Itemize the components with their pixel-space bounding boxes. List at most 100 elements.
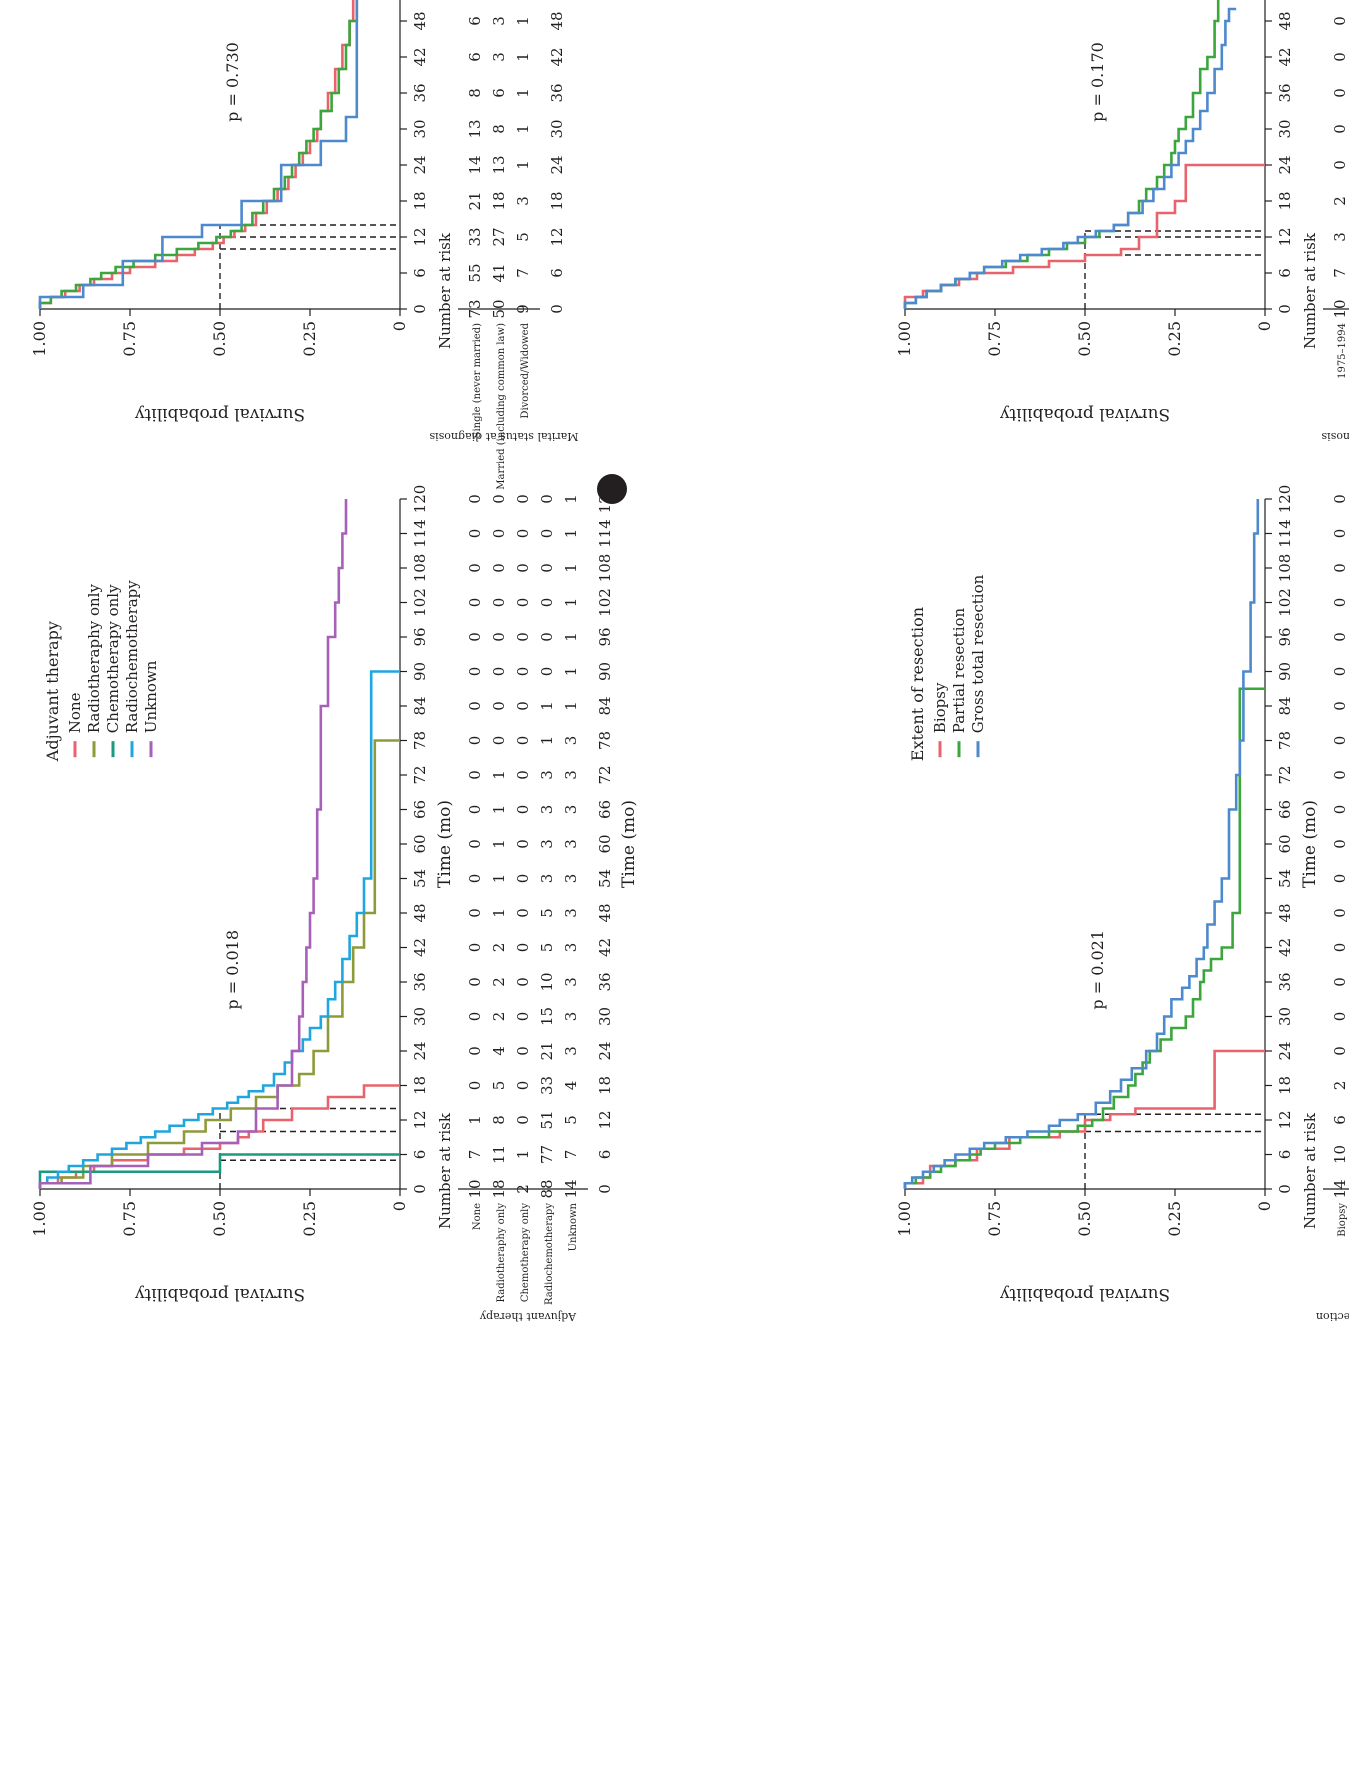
risk-cell: 0 xyxy=(466,563,484,573)
panel-g: 0 0.25 0.50 0.75 1.00 Survival probability 0 6 1… xyxy=(895,0,1349,443)
risk-cell: 0 xyxy=(490,736,508,746)
x-tick-label: 96 xyxy=(411,627,429,646)
risk-x-tick-label: 42 xyxy=(596,938,614,957)
legend-title: Adjuvant therapy xyxy=(43,621,62,762)
x-tick-label: 90 xyxy=(1276,662,1294,681)
km-curve-3 xyxy=(903,499,1260,1189)
x-tick-label: 12 xyxy=(1276,1110,1294,1129)
risk-x-tick-label: 6 xyxy=(596,1150,614,1160)
risk-cell: 0 xyxy=(514,770,532,780)
y-tick-label: 0.25 xyxy=(1165,1201,1184,1237)
risk-row-label: 1975–1994 xyxy=(1337,323,1348,379)
risk-cell: 0 xyxy=(466,943,484,953)
risk-x-tick-label: 24 xyxy=(596,1041,614,1060)
risk-cell: 3 xyxy=(538,874,556,884)
risk-cell: 9 xyxy=(514,304,532,314)
p-value: p = 0.018 xyxy=(223,930,242,1010)
risk-x-tick-label: 30 xyxy=(596,1007,614,1026)
y-tick-label: 0 xyxy=(390,1201,409,1211)
risk-cell: 0 xyxy=(1331,16,1349,26)
risk-x-tick-label: 72 xyxy=(596,765,614,784)
risk-cell: 0 xyxy=(1331,701,1349,711)
x-tick-label: 36 xyxy=(1276,972,1294,991)
y-tick-label: 0 xyxy=(390,321,409,331)
risk-cell: 6 xyxy=(466,16,484,26)
x-tick-label: 42 xyxy=(1276,47,1294,66)
risk-cell: 77 xyxy=(538,1145,556,1164)
risk-cell: 0 xyxy=(1331,839,1349,849)
panel-f: 0 0.25 0.50 0.75 1.00 Survival probability 0 6 1… xyxy=(30,474,639,1323)
risk-cell: 55 xyxy=(466,263,484,282)
risk-cell: 10 xyxy=(466,1179,484,1198)
risk-cell: 0 xyxy=(490,701,508,711)
risk-cell: 0 xyxy=(466,770,484,780)
x-tick-label: 18 xyxy=(1276,1076,1294,1095)
x-tick-label: 12 xyxy=(411,227,429,246)
risk-cell: 3 xyxy=(562,805,580,815)
risk-cell: 0 xyxy=(466,598,484,608)
risk-cell: 3 xyxy=(562,1046,580,1056)
risk-row-label: Radiochemotherapy xyxy=(544,1203,555,1305)
risk-cell: 4 xyxy=(490,1046,508,1056)
risk-cell: 0 xyxy=(1331,908,1349,918)
risk-cell: 3 xyxy=(538,770,556,780)
x-tick-label: 30 xyxy=(1276,119,1294,138)
y-tick-label: 0.75 xyxy=(120,321,139,357)
risk-x-tick-label: 114 xyxy=(596,519,614,548)
risk-cell: 0 xyxy=(466,1012,484,1022)
km-curve-4 xyxy=(38,670,400,1189)
p-value: p = 0.021 xyxy=(1088,930,1107,1010)
risk-cell: 13 xyxy=(490,155,508,174)
risk-cell: 1 xyxy=(514,88,532,98)
risk-cell: 0 xyxy=(1331,494,1349,504)
risk-cell: 0 xyxy=(1331,88,1349,98)
legend-entry: Radiotheraphy only xyxy=(85,584,103,734)
risk-x-tick-label: 36 xyxy=(548,83,566,102)
risk-x-tick-label: 18 xyxy=(596,1076,614,1095)
risk-cell: 3 xyxy=(562,874,580,884)
risk-cell: 1 xyxy=(490,770,508,780)
y-tick-label: 1.00 xyxy=(895,1201,914,1237)
risk-cell: 0 xyxy=(514,598,532,608)
risk-cell: 0 xyxy=(490,563,508,573)
risk-row-label: None xyxy=(472,1203,483,1230)
risk-table-title: Number at risk xyxy=(1301,1112,1319,1229)
risk-cell: 2 xyxy=(490,1012,508,1022)
risk-cell: 0 xyxy=(514,908,532,918)
risk-cell: 11 xyxy=(490,1145,508,1164)
risk-cell: 3 xyxy=(538,805,556,815)
risk-table-title: Number at risk xyxy=(436,232,454,349)
risk-x-tick-label: 78 xyxy=(596,731,614,750)
risk-cell: 0 xyxy=(514,1081,532,1091)
y-tick-label: 0.75 xyxy=(120,1201,139,1237)
legend-entry: Chemotherapy only xyxy=(104,584,122,733)
risk-cell: 1 xyxy=(562,667,580,677)
risk-cell: 10 xyxy=(1331,299,1349,318)
risk-cell: 0 xyxy=(514,563,532,573)
risk-cell: 0 xyxy=(514,839,532,849)
risk-cell: 2 xyxy=(1331,196,1349,206)
risk-cell: 0 xyxy=(490,494,508,504)
risk-cell: 0 xyxy=(466,1046,484,1056)
risk-cell: 18 xyxy=(490,1179,508,1198)
risk-cell: 0 xyxy=(1331,160,1349,170)
x-tick-label: 66 xyxy=(1276,800,1294,819)
panel-badge-label: F xyxy=(603,483,623,495)
y-tick-label: 0.25 xyxy=(1165,321,1184,357)
risk-cell: 0 xyxy=(1331,770,1349,780)
risk-cell: 0 xyxy=(538,529,556,539)
risk-x-tick-label: 30 xyxy=(548,119,566,138)
x-tick-label: 18 xyxy=(411,1076,429,1095)
risk-cell: 0 xyxy=(466,529,484,539)
x-tick-label: 0 xyxy=(1276,304,1294,314)
risk-row-label: Single (never married) xyxy=(472,323,483,438)
risk-cell: 0 xyxy=(1331,124,1349,134)
risk-cell: 2 xyxy=(490,943,508,953)
risk-cell: 1 xyxy=(466,1115,484,1125)
risk-x-tick-label: 0 xyxy=(548,304,566,314)
risk-cell: 41 xyxy=(490,263,508,282)
risk-cell: 0 xyxy=(1331,943,1349,953)
risk-cell: 0 xyxy=(466,701,484,711)
risk-x-tick-label: 0 xyxy=(596,1184,614,1194)
risk-x-tick-label: 102 xyxy=(596,588,614,617)
